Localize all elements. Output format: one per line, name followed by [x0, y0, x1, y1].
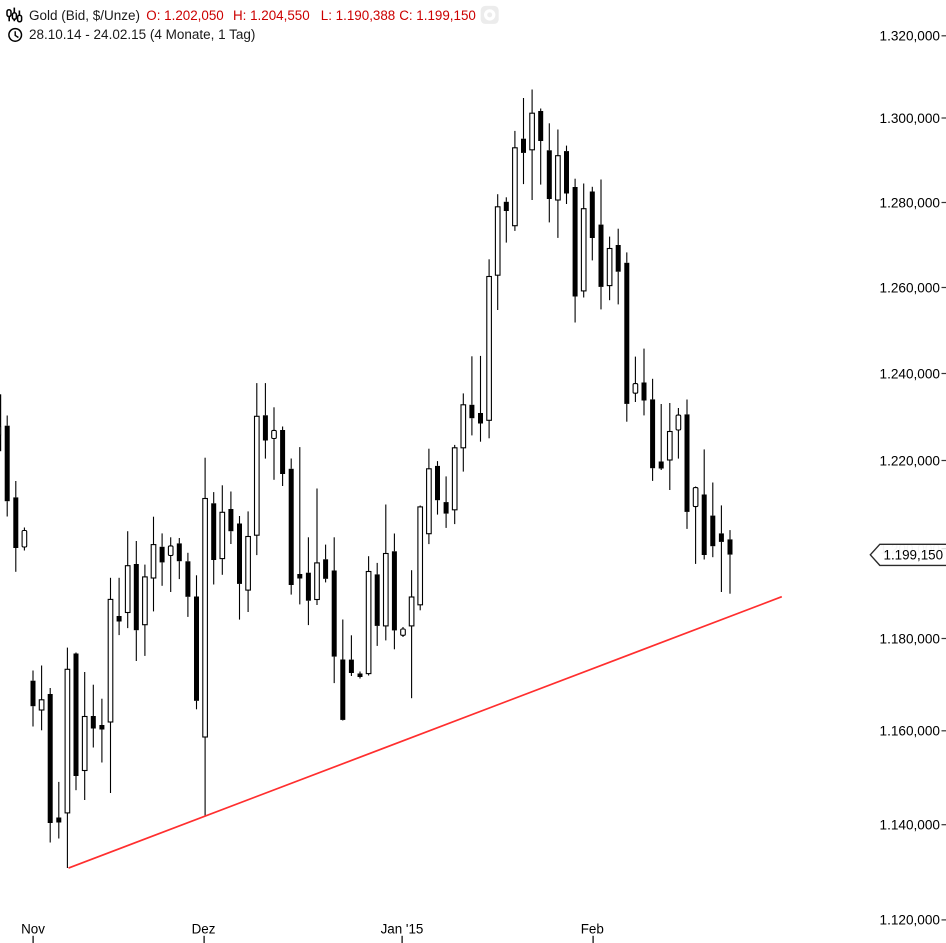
svg-text:H: 1.204,550: H: 1.204,550 [233, 8, 310, 23]
svg-text:Dez: Dez [192, 922, 216, 937]
svg-text:1.180,000: 1.180,000 [880, 631, 941, 646]
svg-text:1.160,000: 1.160,000 [880, 724, 941, 739]
svg-text:O: 1.202,050: O: 1.202,050 [146, 8, 223, 23]
svg-text:1.220,000: 1.220,000 [880, 453, 941, 468]
svg-text:Gold (Bid, $/Unze): Gold (Bid, $/Unze) [29, 8, 140, 23]
svg-text:1.300,000: 1.300,000 [880, 111, 941, 126]
svg-text:Jan '15: Jan '15 [381, 922, 424, 937]
svg-text:1.320,000: 1.320,000 [880, 29, 941, 44]
svg-text:Nov: Nov [21, 922, 45, 937]
svg-text:1.120,000: 1.120,000 [880, 913, 941, 928]
svg-text:Feb: Feb [581, 922, 604, 937]
svg-text:L: 1.190,388: L: 1.190,388 [321, 8, 395, 23]
svg-text:1.199,150: 1.199,150 [884, 548, 944, 563]
svg-text:1.260,000: 1.260,000 [880, 280, 941, 295]
svg-text:C: 1.199,150: C: 1.199,150 [399, 8, 476, 23]
svg-text:28.10.14 - 24.02.15 (4 Monate,: 28.10.14 - 24.02.15 (4 Monate, 1 Tag) [29, 27, 255, 42]
svg-text:1.240,000: 1.240,000 [880, 366, 941, 381]
svg-text:1.280,000: 1.280,000 [880, 195, 941, 210]
svg-text:1.140,000: 1.140,000 [880, 818, 941, 833]
